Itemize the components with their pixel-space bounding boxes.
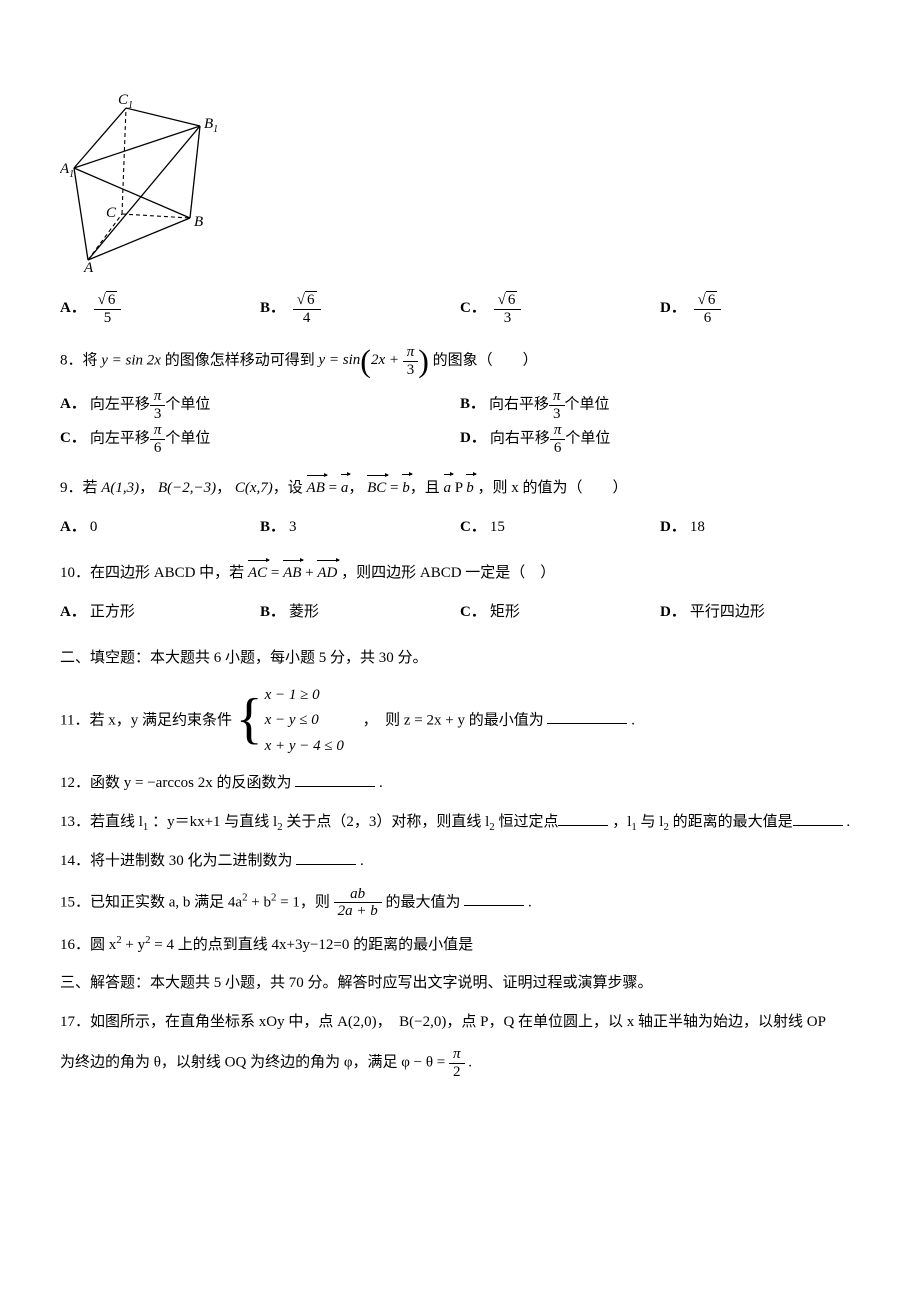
q10-stem: 10．在四边形 ABCD 中，若 AC = AB + AD ，则四边形 ABCD… <box>60 559 860 588</box>
q15-stem: 15．已知正实数 a, b 满足 4a2 + b2 = 1，则 ab2a + b… <box>60 886 860 920</box>
q17-line2: 为终边的角为 θ，以射线 OQ 为终边的角为 φ，满足 φ − θ = π2 . <box>60 1046 860 1080</box>
q8-options: A．向左平移π3个单位 B．向右平移π3个单位 C．向左平移π6个单位 D．向右… <box>60 388 860 456</box>
blank <box>558 811 608 826</box>
q14-stem: 14．将十进制数 30 化为二进制数为 . <box>60 847 860 876</box>
label-A: A <box>83 260 94 272</box>
q11-stem: 11．若 x，y 满足约束条件 { x − 1 ≥ 0 x − y ≤ 0 x … <box>60 683 860 760</box>
opt-label: A． <box>60 300 86 316</box>
opt-label: B． <box>260 300 285 316</box>
q9-option-D: D．18 <box>660 513 860 542</box>
blank <box>295 772 375 787</box>
q9-option-B: B．3 <box>260 513 460 542</box>
q7-options: A． 65 B． 64 C． 63 D． 66 <box>60 292 860 326</box>
q16-stem: 16．圆 x2 + y2 = 4 上的点到直线 4x+3y−12=0 的距离的最… <box>60 930 860 960</box>
q10-option-D: D．平行四边形 <box>660 598 860 627</box>
opt-label: C． <box>460 300 486 316</box>
q8-option-D: D．向右平移π6个单位 <box>460 422 860 456</box>
expr2: y = sin(2x + π3) <box>318 352 432 368</box>
blank <box>793 811 843 826</box>
blank <box>296 850 356 865</box>
q13-stem: 13．若直线 l1 ：y＝kx+1 与直线 l2 关于点（2，3）对称，则直线 … <box>60 808 860 838</box>
q7-option-B: B． 64 <box>260 292 460 326</box>
q7-option-D: D． 66 <box>660 292 860 326</box>
q7-option-C: C． 63 <box>460 292 660 326</box>
q9-option-A: A．0 <box>60 513 260 542</box>
label-B1: B1 <box>204 116 218 135</box>
q7-figure: A B C A1 B1 C1 <box>60 90 860 272</box>
section-2-header: 二、填空题：本大题共 6 小题，每小题 5 分，共 30 分。 <box>60 644 860 673</box>
q10-option-C: C．矩形 <box>460 598 660 627</box>
label-A1: A1 <box>60 161 74 180</box>
q8-option-A: A．向左平移π3个单位 <box>60 388 460 422</box>
label-C: C <box>106 205 117 221</box>
text: 的图像怎样移动可得到 <box>165 352 319 368</box>
q10-option-A: A．正方形 <box>60 598 260 627</box>
prism-diagram: A B C A1 B1 C1 <box>60 90 220 272</box>
section-3-header: 三、解答题：本大题共 5 小题，共 70 分。解答时应写出文字说明、证明过程或演… <box>60 969 860 998</box>
q8-option-C: C．向左平移π6个单位 <box>60 422 460 456</box>
opt-label: D． <box>660 300 686 316</box>
blank <box>547 709 627 724</box>
q9-option-C: C．15 <box>460 513 660 542</box>
q8-option-B: B．向右平移π3个单位 <box>460 388 860 422</box>
q8-stem: 8．将 y = sin 2x 的图像怎样移动可得到 y = sin(2x + π… <box>60 344 860 378</box>
q10-options: A．正方形 B．菱形 C．矩形 D．平行四边形 <box>60 598 860 627</box>
q9-stem: 9．若 A(1,3)， B(−2,−3)， C(x,7)，设 AB = a， B… <box>60 474 860 503</box>
q7-option-A: A． 65 <box>60 292 260 326</box>
expr: y = sin 2x <box>101 352 161 368</box>
label-B: B <box>194 214 203 230</box>
q12-stem: 12．函数 y = −arccos 2x 的反函数为 . <box>60 769 860 798</box>
q10-option-B: B．菱形 <box>260 598 460 627</box>
constraint-system: { x − 1 ≥ 0 x − y ≤ 0 x + y − 4 ≤ 0 <box>236 683 344 760</box>
text: 的图象（ ） <box>433 352 538 368</box>
text: 8．将 <box>60 352 101 368</box>
q17-line1: 17．如图所示，在直角坐标系 xOy 中，点 A(2,0)， B(−2,0)，点… <box>60 1008 860 1037</box>
blank <box>464 891 524 906</box>
q9-options: A．0 B．3 C．15 D．18 <box>60 513 860 542</box>
